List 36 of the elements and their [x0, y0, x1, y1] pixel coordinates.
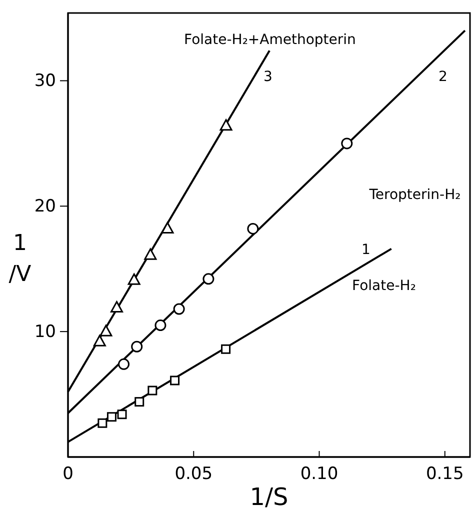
- point: [117, 410, 127, 420]
- annotation: Folate-H₂: [352, 278, 416, 294]
- x-tick-label: 0.05: [174, 464, 213, 484]
- annotation: 3: [264, 68, 272, 85]
- point: [128, 273, 140, 285]
- point: [170, 376, 180, 386]
- point: [247, 222, 259, 234]
- annotation: Teropterin-H₂: [368, 186, 461, 203]
- point: [110, 300, 123, 312]
- point: [98, 418, 108, 428]
- point: [100, 324, 112, 336]
- x-tick-label: 0: [62, 464, 74, 484]
- point: [161, 222, 174, 234]
- annotation: Folate-H₂+Amethopterin: [184, 32, 356, 48]
- point: [118, 358, 130, 370]
- point: [144, 248, 157, 260]
- y-tick-label: 20: [34, 196, 56, 217]
- point: [173, 303, 185, 315]
- point: [220, 119, 232, 131]
- point: [341, 138, 353, 150]
- point: [148, 386, 158, 396]
- annotation: 1: [362, 242, 370, 258]
- y-axis-title: 1/V: [8, 231, 32, 287]
- x-tick-label: 0.15: [426, 464, 464, 484]
- x-tick-label: 0.10: [300, 464, 338, 484]
- y-tick-label: 10: [34, 322, 56, 342]
- annotation: 2: [438, 68, 448, 85]
- point: [202, 273, 214, 285]
- point: [131, 340, 143, 352]
- x-axis-title: 1/S: [250, 483, 288, 511]
- y-tick-label: 30: [34, 71, 56, 92]
- point: [221, 344, 231, 354]
- point: [93, 334, 106, 346]
- point: [134, 397, 144, 407]
- point: [106, 412, 116, 422]
- point: [154, 320, 166, 332]
